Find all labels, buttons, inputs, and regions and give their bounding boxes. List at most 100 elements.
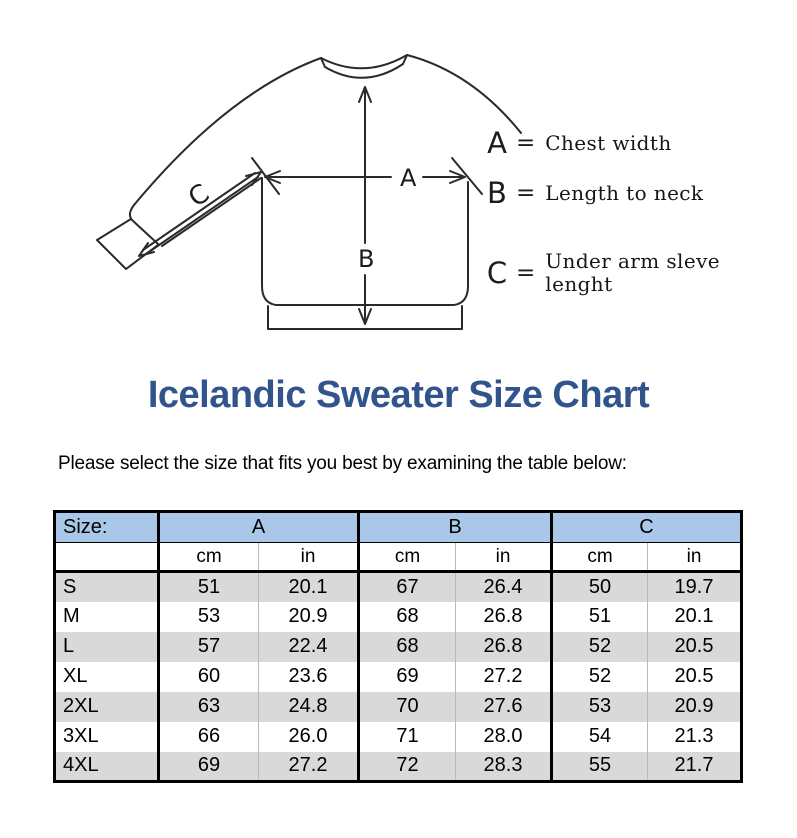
table-row: XL 60 23.6 69 27.2 52 20.5 — [55, 661, 742, 692]
legend-desc-c-line2: lenght — [545, 272, 613, 296]
collar-inner-curve — [324, 63, 404, 79]
size-column-header: Size: — [54, 511, 159, 543]
value-cell: 54 — [550, 721, 648, 752]
group-header-a: A — [157, 511, 359, 543]
size-chart-table: Size: A B C cm in cm in cm in S 51 20.1 … — [53, 510, 744, 783]
left-sleeve-underside — [161, 177, 262, 247]
size-cell: S — [54, 571, 159, 602]
value-cell: 52 — [550, 661, 648, 692]
unit-header-c-in: in — [646, 542, 742, 573]
unit-header-a-cm: cm — [157, 542, 259, 573]
cuff — [96, 218, 159, 270]
legend-row-a: A = Chest width — [484, 126, 672, 160]
value-cell: 69 — [357, 661, 456, 692]
table-unit-header-row: cm in cm in cm in — [54, 542, 742, 573]
value-cell: 20.1 — [646, 601, 742, 632]
unit-header-b-cm: cm — [357, 542, 456, 573]
arrow-c-upper-head — [245, 171, 262, 186]
value-cell: 27.6 — [455, 691, 552, 722]
value-cell: 23.6 — [258, 661, 359, 692]
legend-equals: = — [516, 130, 536, 156]
value-cell: 53 — [157, 601, 259, 632]
measure-label-b: B — [352, 245, 381, 273]
value-cell: 57 — [157, 631, 259, 662]
legend-equals: = — [516, 260, 536, 286]
measure-label-a: A — [394, 164, 423, 192]
instruction-text: Please select the size that fits you bes… — [58, 453, 627, 474]
table-row: 4XL 69 27.2 72 28.3 55 21.7 — [54, 751, 742, 782]
value-cell: 20.9 — [646, 691, 742, 722]
value-cell: 60 — [157, 661, 259, 692]
value-cell: 26.8 — [455, 631, 552, 662]
table-row: M 53 20.9 68 26.8 51 20.1 — [55, 601, 742, 632]
unit-header-b-in: in — [455, 542, 552, 573]
size-cell: 2XL — [54, 691, 159, 722]
value-cell: 66 — [157, 721, 259, 752]
value-cell: 70 — [357, 691, 456, 722]
value-cell: 24.8 — [258, 691, 359, 722]
value-cell: 27.2 — [258, 751, 359, 782]
unit-header-a-in: in — [258, 542, 359, 573]
value-cell: 26.0 — [258, 721, 359, 752]
group-header-c: C — [549, 511, 742, 543]
unit-header-c-cm: cm — [550, 542, 648, 573]
legend-desc-b: Length to neck — [545, 180, 704, 205]
legend-letter-c: C — [486, 256, 508, 290]
table-row: S 51 20.1 67 26.4 50 19.7 — [54, 571, 742, 602]
value-cell: 27.2 — [455, 661, 552, 692]
arrow-c-shaft — [142, 172, 256, 251]
value-cell: 21.7 — [646, 751, 742, 782]
arrow-b-bottom-head — [358, 308, 372, 325]
sweater-size-diagram: A B C A = Chest width B = Length to neck… — [0, 0, 797, 360]
waistband — [267, 305, 463, 330]
legend-equals: = — [516, 180, 536, 206]
value-cell: 28.3 — [455, 751, 552, 782]
value-cell: 20.5 — [646, 661, 742, 692]
arrow-b-top-head — [358, 86, 372, 103]
arrow-a-right-tick — [451, 157, 483, 195]
group-header-b: B — [357, 511, 552, 543]
legend-letter-a: A — [487, 126, 507, 160]
collar-outer-curve — [320, 54, 408, 70]
value-cell: 68 — [357, 631, 456, 662]
legend-letter-b: B — [487, 176, 507, 210]
sweater-outline-drawing — [96, 54, 522, 330]
value-cell: 20.1 — [258, 571, 359, 602]
value-cell: 71 — [357, 721, 456, 752]
value-cell: 20.9 — [258, 601, 359, 632]
value-cell: 50 — [550, 571, 648, 602]
size-cell: XL — [63, 665, 88, 687]
value-cell: 19.7 — [646, 571, 742, 602]
table-group-header-row: Size: A B C — [54, 511, 742, 543]
value-cell: 28.0 — [455, 721, 552, 752]
value-cell: 68 — [357, 601, 456, 632]
value-cell: 26.8 — [455, 601, 552, 632]
left-sleeve-outer-edge — [128, 57, 322, 245]
value-cell: 52 — [550, 631, 648, 662]
size-subheader-empty — [54, 542, 159, 573]
value-cell: 51 — [550, 601, 648, 632]
value-cell: 22.4 — [258, 631, 359, 662]
size-cell: 4XL — [54, 751, 159, 782]
legend-desc-c-line1: Under arm sleve — [545, 249, 721, 273]
size-cell: L — [54, 631, 159, 662]
legend-desc-c: Under arm sleve lenght — [545, 250, 720, 296]
size-cell: M — [63, 605, 80, 627]
arrow-a-left-tick — [251, 157, 280, 195]
value-cell: 72 — [357, 751, 456, 782]
legend-row-c: C = Under arm sleve lenght — [484, 246, 720, 300]
value-cell: 53 — [550, 691, 648, 722]
arrow-c-lower-head — [138, 242, 155, 257]
size-cell: 3XL — [63, 725, 99, 747]
value-cell: 55 — [550, 751, 648, 782]
value-cell: 21.3 — [646, 721, 742, 752]
table-row: 3XL 66 26.0 71 28.0 54 21.3 — [55, 721, 742, 752]
value-cell: 26.4 — [455, 571, 552, 602]
value-cell: 63 — [157, 691, 259, 722]
page-title: Icelandic Sweater Size Chart — [147, 374, 650, 416]
table-row: 2XL 63 24.8 70 27.6 53 20.9 — [54, 691, 742, 722]
value-cell: 51 — [157, 571, 259, 602]
legend-desc-a: Chest width — [545, 130, 672, 155]
legend-row-b: B = Length to neck — [484, 176, 703, 210]
arrow-a-right-head — [449, 170, 466, 184]
